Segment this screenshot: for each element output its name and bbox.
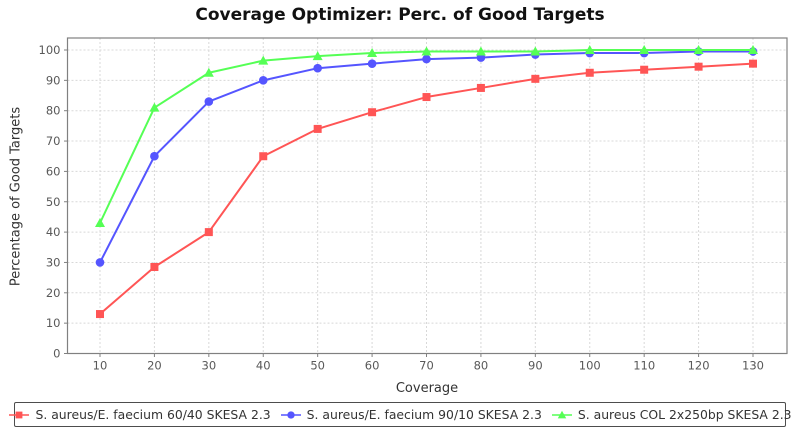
data-point-marker (204, 228, 213, 237)
data-point-marker (694, 62, 703, 71)
x-tick-label: 70 (419, 359, 434, 373)
data-point-marker (531, 74, 540, 83)
data-point-marker (312, 51, 323, 61)
legend-marker-triangle-icon (551, 410, 572, 418)
data-point-marker (748, 45, 758, 54)
legend-marker-square-icon (9, 411, 30, 418)
data-point-marker (693, 45, 704, 54)
legend-label: S. aureus COL 2x250bp SKESA 2.3 (577, 407, 792, 422)
data-point-marker (639, 45, 650, 54)
data-point-marker (95, 258, 105, 267)
x-tick-label: 30 (202, 359, 217, 373)
x-tick-label: 80 (474, 359, 489, 373)
data-point-marker (258, 76, 268, 85)
y-tick-label: 0 (53, 347, 60, 361)
y-tick-label: 70 (46, 134, 61, 148)
x-tick-label: 40 (256, 359, 271, 373)
y-tick-label: 60 (46, 164, 61, 178)
legend-label: S. aureus/E. faecium 60/40 SKESA 2.3 (35, 407, 271, 422)
data-point-marker (584, 45, 595, 54)
data-point-marker (150, 151, 159, 161)
x-tick-label: 20 (147, 359, 162, 373)
x-tick-label: 100 (579, 359, 601, 373)
data-point-marker (367, 48, 378, 58)
data-point-marker (422, 93, 431, 102)
data-point-marker (422, 54, 431, 64)
x-axis-title: Coverage (395, 381, 459, 396)
data-point-marker (368, 108, 377, 117)
legend-label: S. aureus/E. faecium 90/10 SKESA 2.3 (306, 407, 542, 422)
y-tick-label: 10 (46, 316, 61, 330)
data-point-marker (476, 83, 485, 92)
y-tick-label: 40 (46, 225, 61, 239)
y-tick-label: 20 (46, 286, 61, 300)
data-point-marker (16, 411, 23, 418)
y-tick-label: 90 (46, 73, 61, 87)
series-line (99, 62, 754, 316)
data-point-marker (557, 410, 567, 418)
data-point-marker (421, 46, 432, 56)
data-point-marker (530, 46, 541, 56)
data-point-marker (259, 152, 268, 161)
data-point-marker (749, 59, 757, 68)
x-tick-label: 50 (310, 359, 325, 373)
data-point-marker (258, 55, 269, 65)
y-axis-title: Percentage of Good Targets (8, 106, 24, 287)
legend-item-series-2: S. aureus/E. faecium 90/10 SKESA 2.3 (280, 407, 542, 422)
plot-border (66, 37, 788, 355)
y-tick-label: 80 (46, 104, 61, 118)
x-tick-label: 120 (688, 359, 710, 373)
y-tick-label: 100 (39, 43, 61, 57)
data-point-marker (204, 97, 214, 106)
data-point-marker (95, 217, 105, 227)
legend: S. aureus/E. faecium 60/40 SKESA 2.3 S. … (9, 402, 792, 427)
legend-marker-circle-icon (280, 410, 301, 419)
data-point-marker (96, 310, 104, 319)
x-tick-label: 90 (528, 359, 543, 373)
legend-item-series-3: S. aureus COL 2x250bp SKESA 2.3 (551, 407, 792, 422)
x-tick-label: 110 (633, 359, 655, 373)
x-tick-label: 130 (742, 359, 764, 373)
data-point-marker (313, 63, 322, 73)
data-point-marker (287, 410, 295, 419)
y-tick-label: 30 (46, 255, 61, 269)
data-point-marker (367, 59, 377, 68)
data-point-marker (585, 68, 594, 77)
y-tick-label: 50 (46, 195, 61, 209)
x-tick-label: 10 (93, 359, 108, 373)
data-point-marker (313, 124, 322, 133)
data-point-marker (150, 263, 159, 272)
data-point-marker (203, 67, 214, 77)
chart-title: Coverage Optimizer: Perc. of Good Target… (195, 5, 605, 25)
data-point-marker (475, 46, 486, 56)
x-tick-label: 60 (365, 359, 380, 373)
data-point-marker (640, 65, 649, 74)
data-point-marker (149, 102, 160, 112)
legend-item-series-1: S. aureus/E. faecium 60/40 SKESA 2.3 (8, 407, 271, 422)
